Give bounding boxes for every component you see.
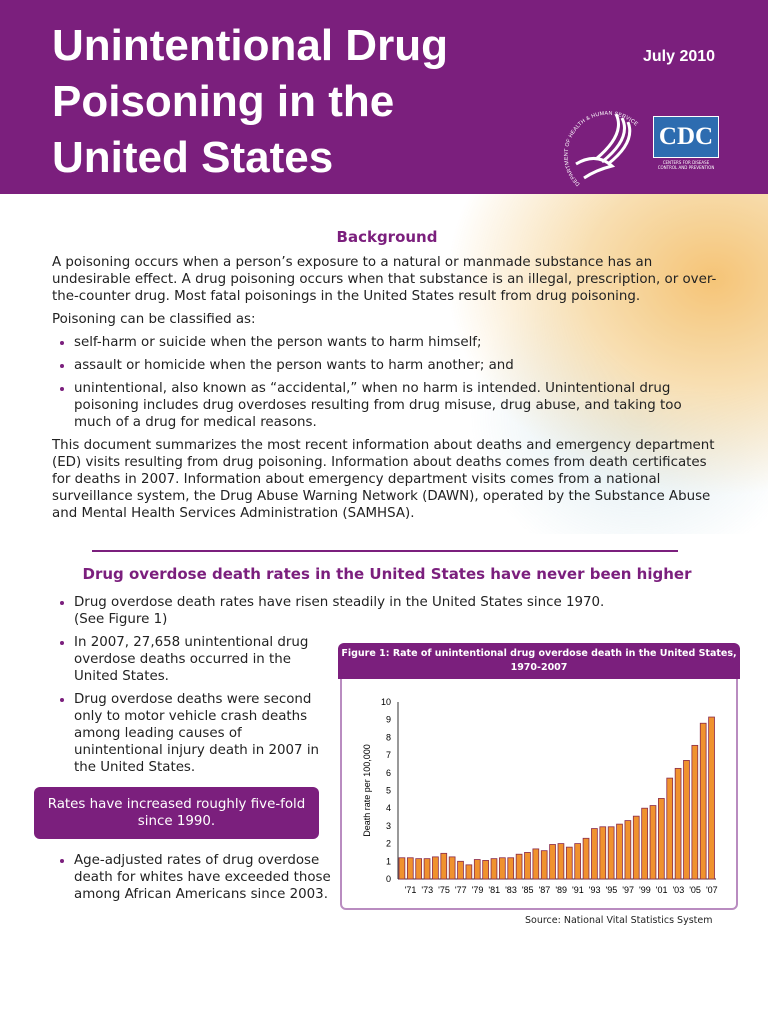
cdc-logo-subtitle: CENTERS FOR DISEASE CONTROL AND PREVENTI… <box>657 160 715 170</box>
bar-1978 <box>465 864 473 880</box>
x-tick-label: '71 <box>405 885 417 895</box>
bar-1990 <box>565 846 573 880</box>
y-tick-label: 6 <box>386 768 391 778</box>
x-tick-label: '07 <box>706 885 718 895</box>
x-tick-label: '81 <box>488 885 500 895</box>
bar-1972 <box>415 858 423 880</box>
bar-1987 <box>540 850 548 880</box>
bar-1985 <box>524 852 531 880</box>
bar-chart: 0 1 2 3 4 5 6 7 8 9 10 Death rate per 100,000 '71 '73… <box>362 697 718 895</box>
bar-1988 <box>549 844 556 880</box>
y-tick-label: 10 <box>381 697 391 707</box>
y-tick-label: 2 <box>386 839 391 849</box>
bar-1976 <box>448 856 456 880</box>
bar-1977 <box>457 860 464 880</box>
x-tick-label: '79 <box>472 885 484 895</box>
x-tick-label: '75 <box>438 885 450 895</box>
x-tick-label: '93 <box>589 885 601 895</box>
bar-1986 <box>532 848 540 880</box>
bar-1997 <box>624 820 632 880</box>
x-tick-label: '95 <box>606 885 618 895</box>
bar-1998 <box>632 815 640 880</box>
y-axis-label: Death rate per 100,000 <box>362 744 372 837</box>
bar-2000 <box>649 805 657 880</box>
x-tick-label: '97 <box>622 885 634 895</box>
classification-list: self-harm or suicide when the person wan… <box>52 334 722 431</box>
bar-2004 <box>683 760 690 880</box>
y-tick-label: 9 <box>386 715 391 725</box>
bar-1980 <box>482 860 489 880</box>
bar-1995 <box>607 826 615 880</box>
bar-2006 <box>699 722 707 880</box>
bar-1996 <box>616 823 623 880</box>
bar-1984 <box>515 853 523 880</box>
y-tick-label: 7 <box>386 750 391 760</box>
bar-1971 <box>406 857 414 880</box>
pills-background-image <box>400 194 768 534</box>
x-tick-label: '85 <box>522 885 534 895</box>
bar-1970 <box>398 857 406 880</box>
x-tick-label: '05 <box>689 885 701 895</box>
y-tick-label: 8 <box>386 732 391 742</box>
paragraph: Poisoning can be classified as: <box>52 312 256 327</box>
hhs-seal-logo: DEPARTMENT OF HEALTH & HUMAN SERVICES · … <box>550 98 639 187</box>
chart-source: Source: National Vital Statistics System <box>525 915 713 926</box>
y-tick-label: 4 <box>386 803 391 813</box>
bar-2002 <box>666 777 674 880</box>
background-heading: Background <box>336 228 438 246</box>
bar-1989 <box>557 843 565 880</box>
x-tick-label: '83 <box>505 885 517 895</box>
list-item: self-harm or suicide when the person wan… <box>74 334 722 351</box>
y-tick-label: 0 <box>386 874 391 884</box>
list-item: Drug overdose death rates have risen ste… <box>74 594 634 628</box>
header-banner: Unintentional Drug Poisoning in the Unit… <box>0 0 768 194</box>
x-tick-label: '99 <box>639 885 651 895</box>
bullet-list: Drug overdose death rates have risen ste… <box>52 594 692 782</box>
publication-date: July 2010 <box>643 48 716 65</box>
x-tick-label: '87 <box>539 885 551 895</box>
list-item: Drug overdose deaths were second only to… <box>74 691 334 776</box>
bar-2003 <box>674 767 682 880</box>
bar-1994 <box>599 826 607 880</box>
bar-2005 <box>691 744 699 880</box>
list-item: Age-adjusted rates of drug overdose deat… <box>74 852 334 903</box>
bar-1973 <box>423 858 431 880</box>
background-section: Background A poisoning occurs when a per… <box>52 228 722 528</box>
bar-1993 <box>591 828 598 880</box>
paragraph: A poisoning occurs when a person’s expos… <box>52 255 717 304</box>
page-title: Unintentional Drug Poisoning in the Unit… <box>52 21 448 182</box>
divider <box>92 550 678 552</box>
callout-box: Rates have increased roughly five-fold s… <box>34 787 319 839</box>
y-tick-label: 5 <box>386 786 391 796</box>
list-item: unintentional, also known as “accidental… <box>74 380 722 431</box>
chart-title: Figure 1: Rate of unintentional drug ove… <box>338 643 740 679</box>
bar-1992 <box>582 837 590 880</box>
bar-1975 <box>440 852 448 880</box>
cdc-logo: CDC <box>653 116 719 158</box>
x-tick-label: '89 <box>555 885 567 895</box>
list-item: In 2007, 27,658 unintentional drug overd… <box>74 634 334 685</box>
x-tick-label: '73 <box>421 885 433 895</box>
x-tick-label: '91 <box>572 885 584 895</box>
bullet-list: Age-adjusted rates of drug overdose deat… <box>52 852 337 909</box>
section-heading: Drug overdose death rates in the United … <box>82 565 692 583</box>
bar-1974 <box>432 856 439 880</box>
x-tick-label: '01 <box>656 885 668 895</box>
y-tick-label: 1 <box>386 856 391 866</box>
bar-1979 <box>473 859 481 880</box>
bar-1999 <box>641 807 648 880</box>
bar-1983 <box>507 857 515 880</box>
bar-2007 <box>708 716 715 880</box>
bar-2001 <box>658 798 665 880</box>
bar-1981 <box>490 858 498 880</box>
x-tick-label: '77 <box>455 885 467 895</box>
paragraph: This document summarizes the most recent… <box>52 438 715 521</box>
y-tick-label: 3 <box>386 821 391 831</box>
bar-1991 <box>574 843 582 880</box>
x-tick-label: '03 <box>672 885 684 895</box>
bar-1982 <box>499 857 506 880</box>
list-item: assault or homicide when the person want… <box>74 357 722 374</box>
